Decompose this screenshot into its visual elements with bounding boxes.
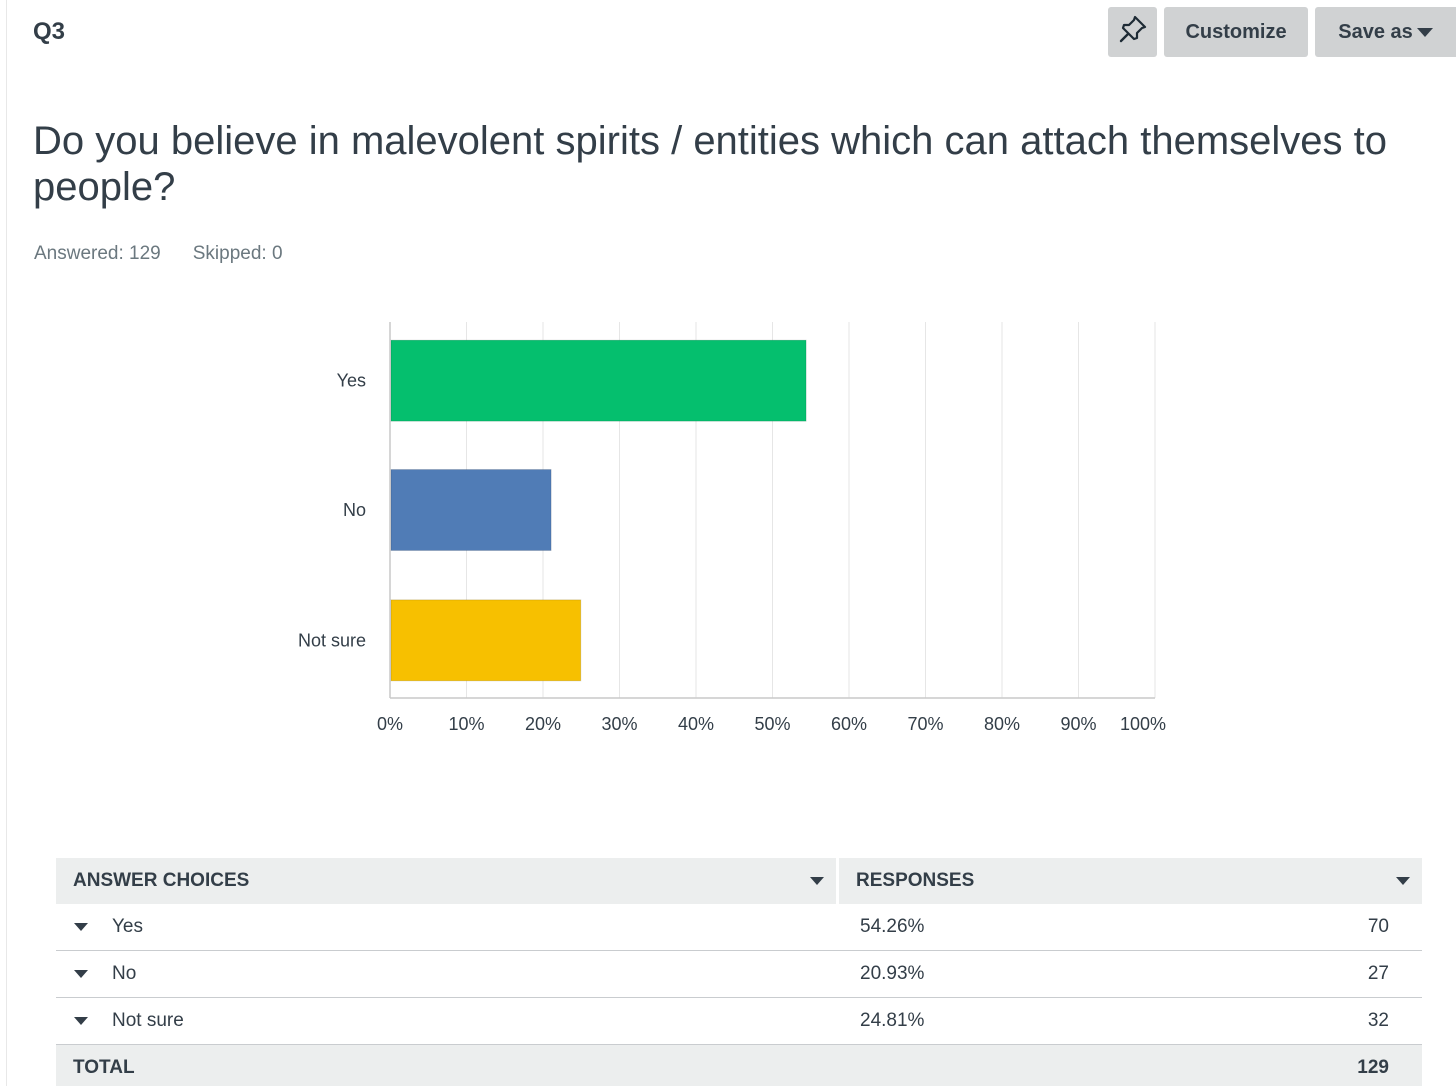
response-count: 32 <box>1367 1010 1389 1031</box>
table-total-row: TOTAL 129 <box>56 1045 1422 1086</box>
sort-caret-icon[interactable] <box>810 877 824 885</box>
responses-label: RESPONSES <box>856 870 975 891</box>
customize-button[interactable]: Customize <box>1164 7 1308 57</box>
x-tick-label: 90% <box>1060 714 1096 734</box>
answer-choices-label: ANSWER CHOICES <box>73 870 250 891</box>
responses-table: ANSWER CHOICES RESPONSES Yes 54.26% 70 N… <box>56 858 1422 1086</box>
response-count: 70 <box>1367 916 1389 937</box>
x-tick-label: 30% <box>601 714 637 734</box>
table-row: Not sure 24.81% 32 <box>56 998 1422 1045</box>
expand-caret-icon[interactable] <box>74 1017 88 1025</box>
table-header: ANSWER CHOICES RESPONSES <box>56 858 1422 904</box>
bar-yes <box>390 339 807 422</box>
question-title: Do you believe in malevolent spirits / e… <box>33 119 1388 209</box>
left-border <box>6 0 7 1086</box>
x-tick-label: 10% <box>448 714 484 734</box>
answer-choice: Yes <box>112 916 143 937</box>
sort-caret-icon[interactable] <box>1396 877 1410 885</box>
save-as-label: Save as <box>1338 20 1413 43</box>
table-row: No 20.93% 27 <box>56 951 1422 998</box>
x-tick-label: 100% <box>1120 714 1166 734</box>
total-label: TOTAL <box>73 1057 135 1078</box>
response-stats: Answered: 129 Skipped: 0 <box>34 243 283 265</box>
answer-choice: Not sure <box>112 1010 184 1031</box>
question-number: Q3 <box>33 18 66 45</box>
toolbar: Customize Save as <box>1108 7 1456 57</box>
category-label: Not sure <box>298 630 366 650</box>
x-tick-label: 20% <box>525 714 561 734</box>
column-header-answer-choices[interactable]: ANSWER CHOICES <box>56 858 839 904</box>
x-tick-label: 80% <box>984 714 1020 734</box>
expand-caret-icon[interactable] <box>74 923 88 931</box>
response-count: 27 <box>1367 963 1389 984</box>
category-label: No <box>343 500 366 520</box>
bar-no <box>390 469 552 551</box>
bar-not-sure <box>390 599 582 682</box>
bar-chart: 0% 10% 20% 30% 40% 50% 60% 70% 80% 90% 100% Yes No No… <box>298 322 1166 734</box>
x-tick-label: 60% <box>831 714 867 734</box>
save-as-button[interactable]: Save as <box>1315 7 1456 57</box>
expand-caret-icon[interactable] <box>74 970 88 978</box>
chevron-down-icon <box>1416 27 1433 37</box>
skipped-count: Skipped: 0 <box>192 243 283 264</box>
response-percent: 24.81% <box>860 1010 925 1031</box>
answered-count: Answered: 129 <box>34 243 161 264</box>
pin-button[interactable] <box>1108 7 1157 57</box>
total-value: 129 <box>1357 1057 1389 1078</box>
answer-choice: No <box>112 963 137 984</box>
x-tick-label: 40% <box>678 714 714 734</box>
response-percent: 20.93% <box>860 963 925 984</box>
pin-icon <box>1118 14 1148 50</box>
response-percent: 54.26% <box>860 916 925 937</box>
category-label: Yes <box>337 371 366 391</box>
table-row: Yes 54.26% 70 <box>56 904 1422 951</box>
x-tick-label: 50% <box>754 714 790 734</box>
column-header-responses[interactable]: RESPONSES <box>839 858 1422 904</box>
x-tick-label: 0% <box>377 714 403 734</box>
x-tick-label: 70% <box>907 714 943 734</box>
